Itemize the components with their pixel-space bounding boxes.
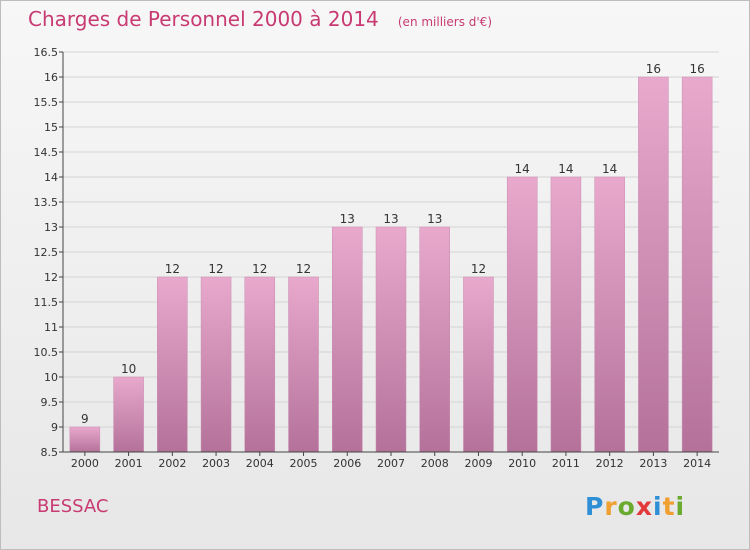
x-tick-label: 2012 bbox=[596, 457, 624, 470]
bar bbox=[200, 276, 232, 453]
bar-value-label: 14 bbox=[558, 162, 573, 176]
title-row: Charges de Personnel 2000 à 2014 (en mil… bbox=[28, 7, 492, 31]
x-tick-label: 2008 bbox=[421, 457, 449, 470]
x-tick-label: 2000 bbox=[71, 457, 99, 470]
bar bbox=[419, 226, 450, 453]
logo-letter: r bbox=[604, 492, 618, 521]
x-tick-label: 2014 bbox=[683, 457, 711, 470]
y-tick-label: 8.5 bbox=[41, 446, 59, 459]
logo-letter: o bbox=[617, 492, 636, 521]
bar-value-label: 14 bbox=[602, 162, 617, 176]
y-tick-label: 11.5 bbox=[34, 296, 59, 309]
bar bbox=[506, 176, 538, 453]
y-tick-label: 11 bbox=[44, 321, 58, 334]
y-tick-label: 10 bbox=[44, 371, 58, 384]
bar bbox=[463, 276, 494, 453]
bar bbox=[157, 276, 188, 453]
y-tick-label: 13.5 bbox=[34, 196, 59, 209]
logo-letter: x bbox=[635, 492, 653, 521]
logo-letter: P bbox=[585, 492, 605, 521]
x-tick-label: 2003 bbox=[202, 457, 230, 470]
bar bbox=[288, 276, 319, 453]
y-tick-label: 10.5 bbox=[34, 346, 59, 359]
y-tick-label: 16.5 bbox=[34, 46, 59, 59]
bar-value-label: 12 bbox=[296, 262, 311, 276]
logo-letter: i bbox=[675, 492, 686, 521]
bar bbox=[550, 176, 582, 453]
x-tick-label: 2006 bbox=[333, 457, 361, 470]
proxiti-logo: Proxiti bbox=[585, 492, 685, 521]
bar-value-label: 12 bbox=[165, 262, 180, 276]
y-tick-label: 15.5 bbox=[34, 96, 59, 109]
y-tick-label: 12.5 bbox=[34, 246, 59, 259]
y-tick-label: 9 bbox=[51, 421, 58, 434]
bar-value-label: 9 bbox=[81, 412, 89, 426]
x-tick-label: 2009 bbox=[464, 457, 492, 470]
y-tick-label: 15 bbox=[44, 121, 58, 134]
bar-value-label: 14 bbox=[515, 162, 530, 176]
x-tick-label: 2005 bbox=[290, 457, 318, 470]
bar-value-label: 12 bbox=[208, 262, 223, 276]
logo-letter: i bbox=[653, 492, 663, 521]
place-name: BESSAC bbox=[37, 496, 109, 517]
y-tick-label: 12 bbox=[44, 271, 58, 284]
y-tick-label: 13 bbox=[44, 221, 58, 234]
y-tick-label: 14.5 bbox=[34, 146, 59, 159]
axes: 8.5 9 9.5 10 10.5 11 11.5 12 12.5 13 13.5 14 14.5 15 1… bbox=[34, 46, 719, 470]
bar bbox=[244, 276, 276, 453]
y-tick-label: 14 bbox=[44, 171, 58, 184]
bars: 9 10 12 12 12 12 13 13 13 12 14 14 14 16 16 bbox=[69, 62, 713, 453]
bar-value-label: 16 bbox=[689, 62, 704, 76]
x-tick-label: 2002 bbox=[158, 457, 186, 470]
chart-subtitle: (en milliers d'€) bbox=[397, 15, 492, 29]
bar bbox=[681, 76, 713, 453]
y-tick-label: 16 bbox=[44, 71, 58, 84]
bar-value-label: 12 bbox=[252, 262, 267, 276]
bar bbox=[69, 426, 101, 453]
bar bbox=[375, 226, 407, 453]
x-tick-label: 2011 bbox=[552, 457, 580, 470]
bar-value-label: 12 bbox=[471, 262, 486, 276]
bar-value-label: 13 bbox=[383, 212, 398, 226]
bar bbox=[332, 226, 363, 453]
chart-title: Charges de Personnel 2000 à 2014 bbox=[28, 7, 379, 31]
bar bbox=[113, 376, 144, 453]
bar bbox=[594, 176, 625, 453]
bar-value-label: 10 bbox=[121, 362, 136, 376]
x-tick-label: 2010 bbox=[508, 457, 536, 470]
x-tick-label: 2004 bbox=[246, 457, 274, 470]
bar-value-label: 13 bbox=[427, 212, 442, 226]
bar bbox=[638, 76, 669, 453]
logo-letter: t bbox=[662, 492, 676, 521]
x-tick-label: 2001 bbox=[115, 457, 143, 470]
x-tick-label: 2007 bbox=[377, 457, 405, 470]
x-tick-label: 2013 bbox=[639, 457, 667, 470]
y-tick-label: 9.5 bbox=[41, 396, 59, 409]
bar-value-label: 13 bbox=[340, 212, 355, 226]
bar-value-label: 16 bbox=[646, 62, 661, 76]
